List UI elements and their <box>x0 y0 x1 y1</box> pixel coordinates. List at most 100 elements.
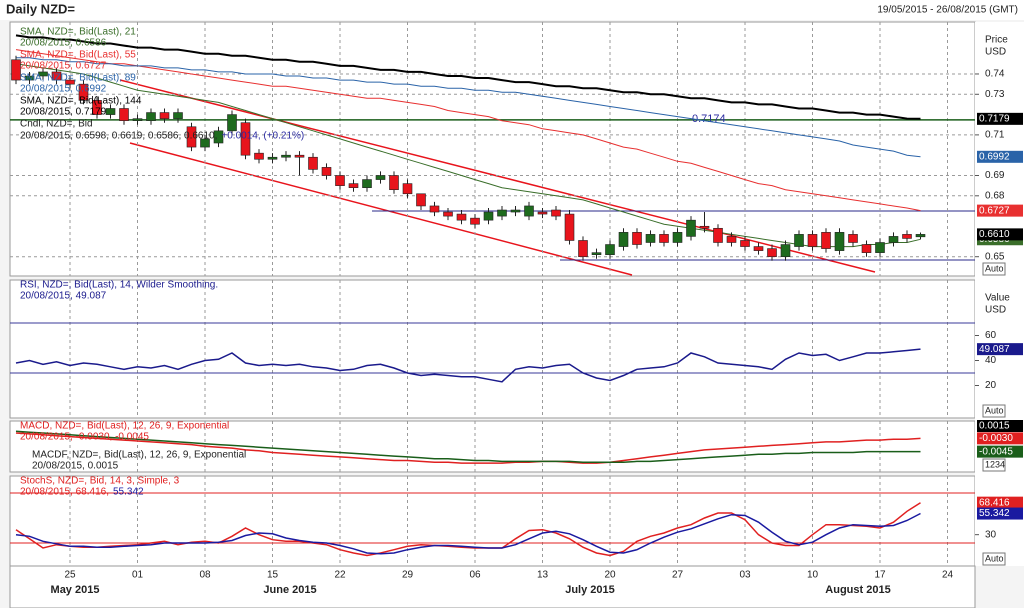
last-value-label-box <box>977 343 1023 356</box>
series-line <box>15 63 921 248</box>
candle-body <box>915 234 926 238</box>
candle-body <box>875 242 885 253</box>
legend-name: SMA, NZD=, Bid(Last), 21 <box>20 27 136 38</box>
y-tick-label: 0.73 <box>985 89 1005 100</box>
last-value-label-box <box>977 496 1023 509</box>
auto-button[interactable] <box>982 262 1006 276</box>
auto-button[interactable] <box>982 552 1006 566</box>
x-tick-label: 15 <box>267 570 279 581</box>
auto-button-label: 1234 <box>985 459 1005 469</box>
y-tick-label: 0.68 <box>985 190 1005 201</box>
legend-name: SMA, NZD=, Bid(Last), 55 <box>20 50 136 61</box>
candle-body <box>105 108 116 115</box>
candle-body <box>794 234 804 247</box>
candle-body <box>254 152 264 160</box>
last-value-label: 0.6727 <box>979 205 1010 216</box>
y-axis-unit: USD <box>985 305 1006 316</box>
last-value-label: -0.0045 <box>979 446 1013 457</box>
x-tick-label: 10 <box>807 570 819 581</box>
series-line <box>15 512 921 555</box>
trend-line <box>119 79 876 273</box>
x-tick-label: 03 <box>739 570 751 581</box>
candle-body <box>740 240 750 247</box>
y-axis-unit: USD <box>985 47 1006 58</box>
series-line <box>15 49 921 212</box>
candle-body <box>497 209 507 217</box>
horizontal-line-label: 0.7174 <box>692 113 726 125</box>
last-value-label: 0.7179 <box>979 113 1010 124</box>
candle-body <box>470 217 480 225</box>
candle-body <box>537 211 548 215</box>
x-axis <box>9 565 976 608</box>
y-tick-label: 40 <box>985 355 997 366</box>
x-tick-label: 01 <box>132 570 144 581</box>
series-line <box>15 430 921 464</box>
candle-body <box>186 126 197 148</box>
last-value-label-box <box>977 432 1023 445</box>
candle-body <box>308 156 318 170</box>
auto-button[interactable] <box>982 458 1006 472</box>
candle-body <box>159 112 170 119</box>
candle-body <box>227 114 237 132</box>
stoch-panel <box>9 475 976 567</box>
last-value-label-box <box>977 445 1023 458</box>
last-value-label-box <box>977 228 1023 241</box>
series-line <box>16 57 921 158</box>
x-tick-label: 13 <box>537 570 549 581</box>
candle-body <box>605 244 615 255</box>
title-bar <box>0 0 1024 20</box>
series-line <box>15 502 921 557</box>
candle-body <box>564 213 575 241</box>
candle-body <box>443 211 453 217</box>
x-tick-label: 06 <box>469 570 481 581</box>
legend-value: 55.342 <box>113 487 144 498</box>
last-value-label-box <box>977 204 1023 217</box>
legend-value: 20/08/2015, 0.0015 <box>32 461 119 472</box>
x-month-label: June 2015 <box>263 584 316 596</box>
candle-body <box>753 246 764 251</box>
candle-body <box>267 156 278 160</box>
auto-button-label: Auto <box>985 263 1004 273</box>
last-value-label: 55.342 <box>979 508 1010 519</box>
candle-body <box>240 122 251 156</box>
candle-body <box>456 213 467 221</box>
last-value-label-box <box>977 150 1023 163</box>
candle-body <box>861 244 872 253</box>
candle-body <box>834 232 845 251</box>
candle-body <box>821 232 831 249</box>
series-line <box>15 432 921 464</box>
candle-body <box>281 154 291 158</box>
candle-body <box>11 59 21 81</box>
series-line <box>15 34 921 120</box>
auto-button-label: Auto <box>985 405 1004 415</box>
candle-body <box>726 236 737 243</box>
candle-body <box>416 193 426 207</box>
legend-name: SMA, NZD=, Bid(Last), 144 <box>20 96 142 107</box>
y-axis-label: Price <box>985 35 1008 46</box>
x-month-label: July 2015 <box>565 584 615 596</box>
x-month-label: August 2015 <box>825 584 890 596</box>
x-tick-label: 24 <box>942 570 954 581</box>
candle-body <box>375 175 386 180</box>
candle-body <box>200 138 210 148</box>
auto-button-label: Auto <box>985 553 1004 563</box>
last-value-label: 49.087 <box>979 344 1010 355</box>
x-tick-label: 22 <box>334 570 346 581</box>
candle-body <box>92 100 102 115</box>
candle-body <box>591 252 602 255</box>
auto-button[interactable] <box>982 404 1006 418</box>
x-tick-label: 20 <box>604 570 616 581</box>
legend-change: +0.0014, (+0.21%) <box>221 131 304 142</box>
y-tick-label: 0.74 <box>985 69 1005 80</box>
last-value-label: 68.416 <box>979 497 1010 508</box>
legend-value: 20/08/2015, 0.7179 <box>20 107 107 118</box>
candle-body <box>902 234 912 239</box>
candle-body <box>38 71 48 77</box>
legend-value: 20/08/2015, -0.0030, -0.0045 <box>20 432 149 443</box>
candle-body <box>672 232 683 243</box>
legend-name: Cndl, NZD=, Bid <box>20 119 93 130</box>
candle-body <box>335 175 345 186</box>
legend-name: MACD, NZD=, Bid(Last), 12, 26, 9, Expone… <box>20 421 229 432</box>
candle-body <box>51 71 62 81</box>
